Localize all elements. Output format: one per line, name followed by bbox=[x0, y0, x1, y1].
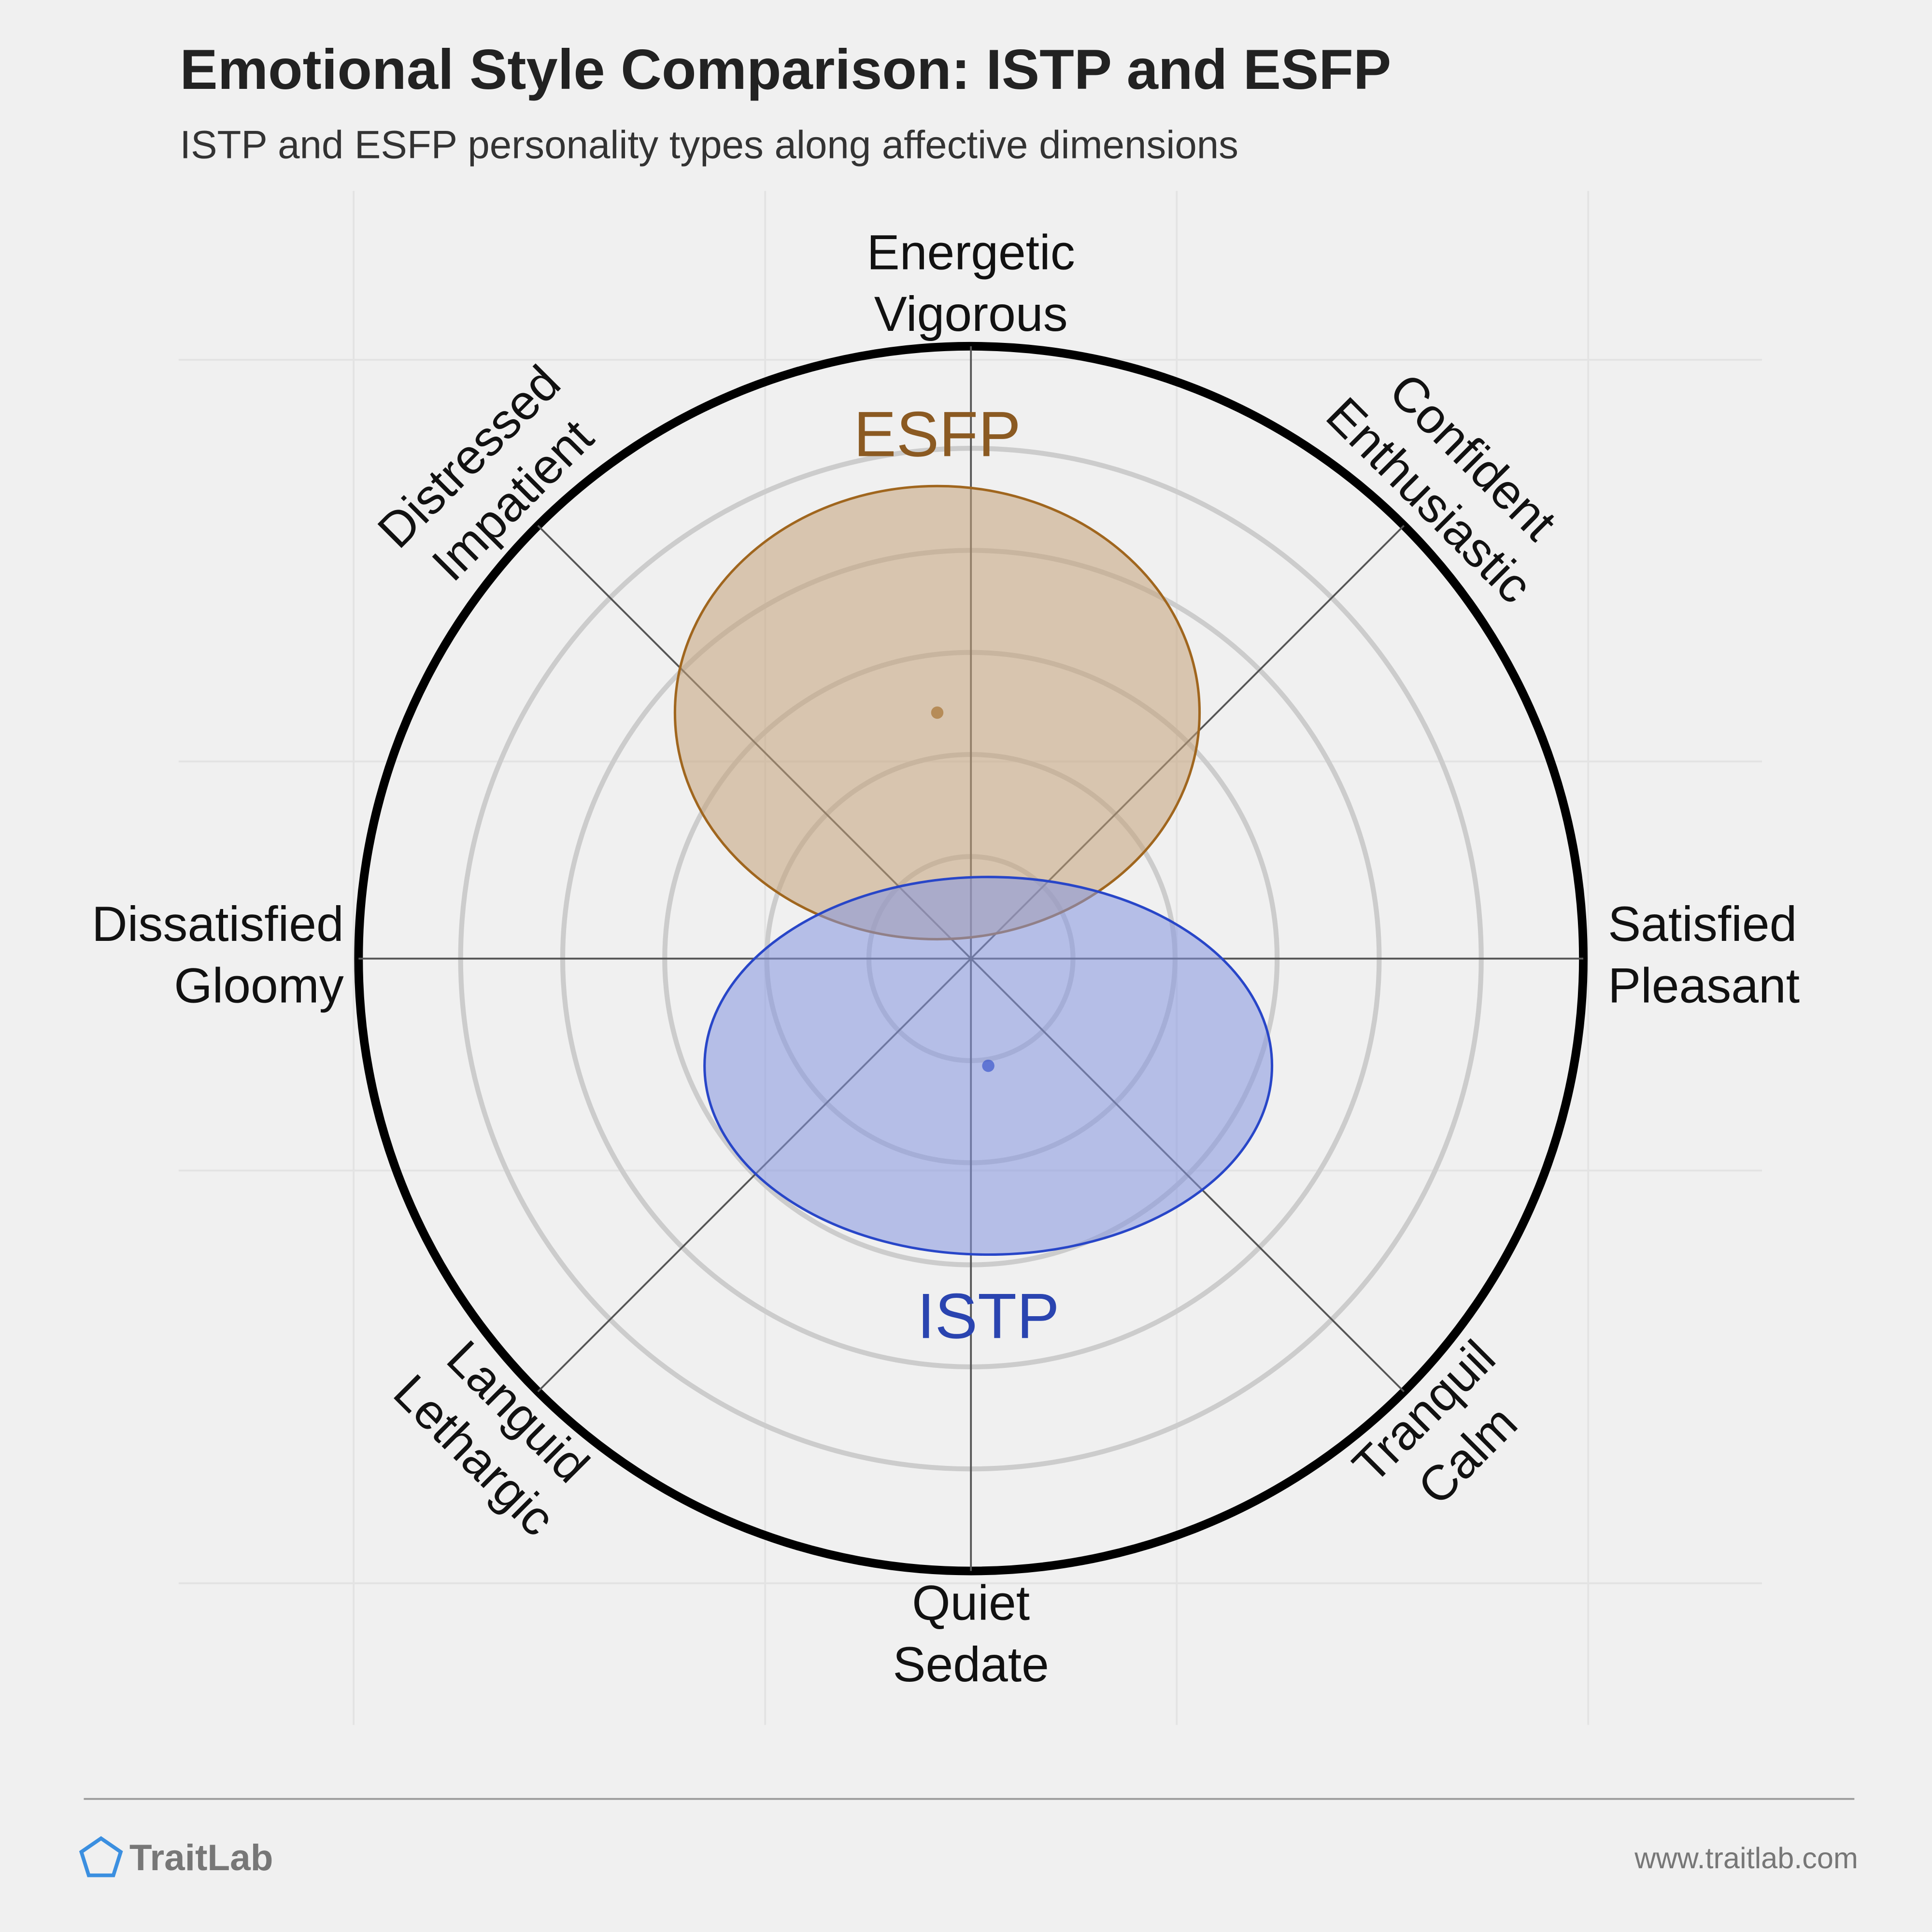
type-label: ESFP bbox=[853, 398, 1021, 470]
axis-label: Gloomy bbox=[174, 958, 344, 1013]
type-center bbox=[982, 1059, 994, 1072]
axis-label: Satisfied bbox=[1608, 896, 1797, 952]
axis-label: Sedate bbox=[893, 1637, 1049, 1692]
type-label: ISTP bbox=[917, 1280, 1060, 1352]
url: www.traitlab.com bbox=[1634, 1842, 1858, 1875]
axis-label: Pleasant bbox=[1608, 958, 1800, 1013]
axis-label: Energetic bbox=[867, 225, 1075, 280]
axis-label: Vigorous bbox=[874, 286, 1068, 341]
type-center bbox=[931, 706, 944, 719]
logo-icon bbox=[79, 1836, 123, 1877]
axis-label: Quiet bbox=[912, 1575, 1030, 1630]
brand: TraitLab bbox=[129, 1837, 273, 1878]
axis-label: Dissatisfied bbox=[92, 896, 344, 952]
chart-title: Emotional Style Comparison: ISTP and ESF… bbox=[180, 38, 1391, 101]
chart-subtitle: ISTP and ESFP personality types along af… bbox=[180, 123, 1238, 167]
